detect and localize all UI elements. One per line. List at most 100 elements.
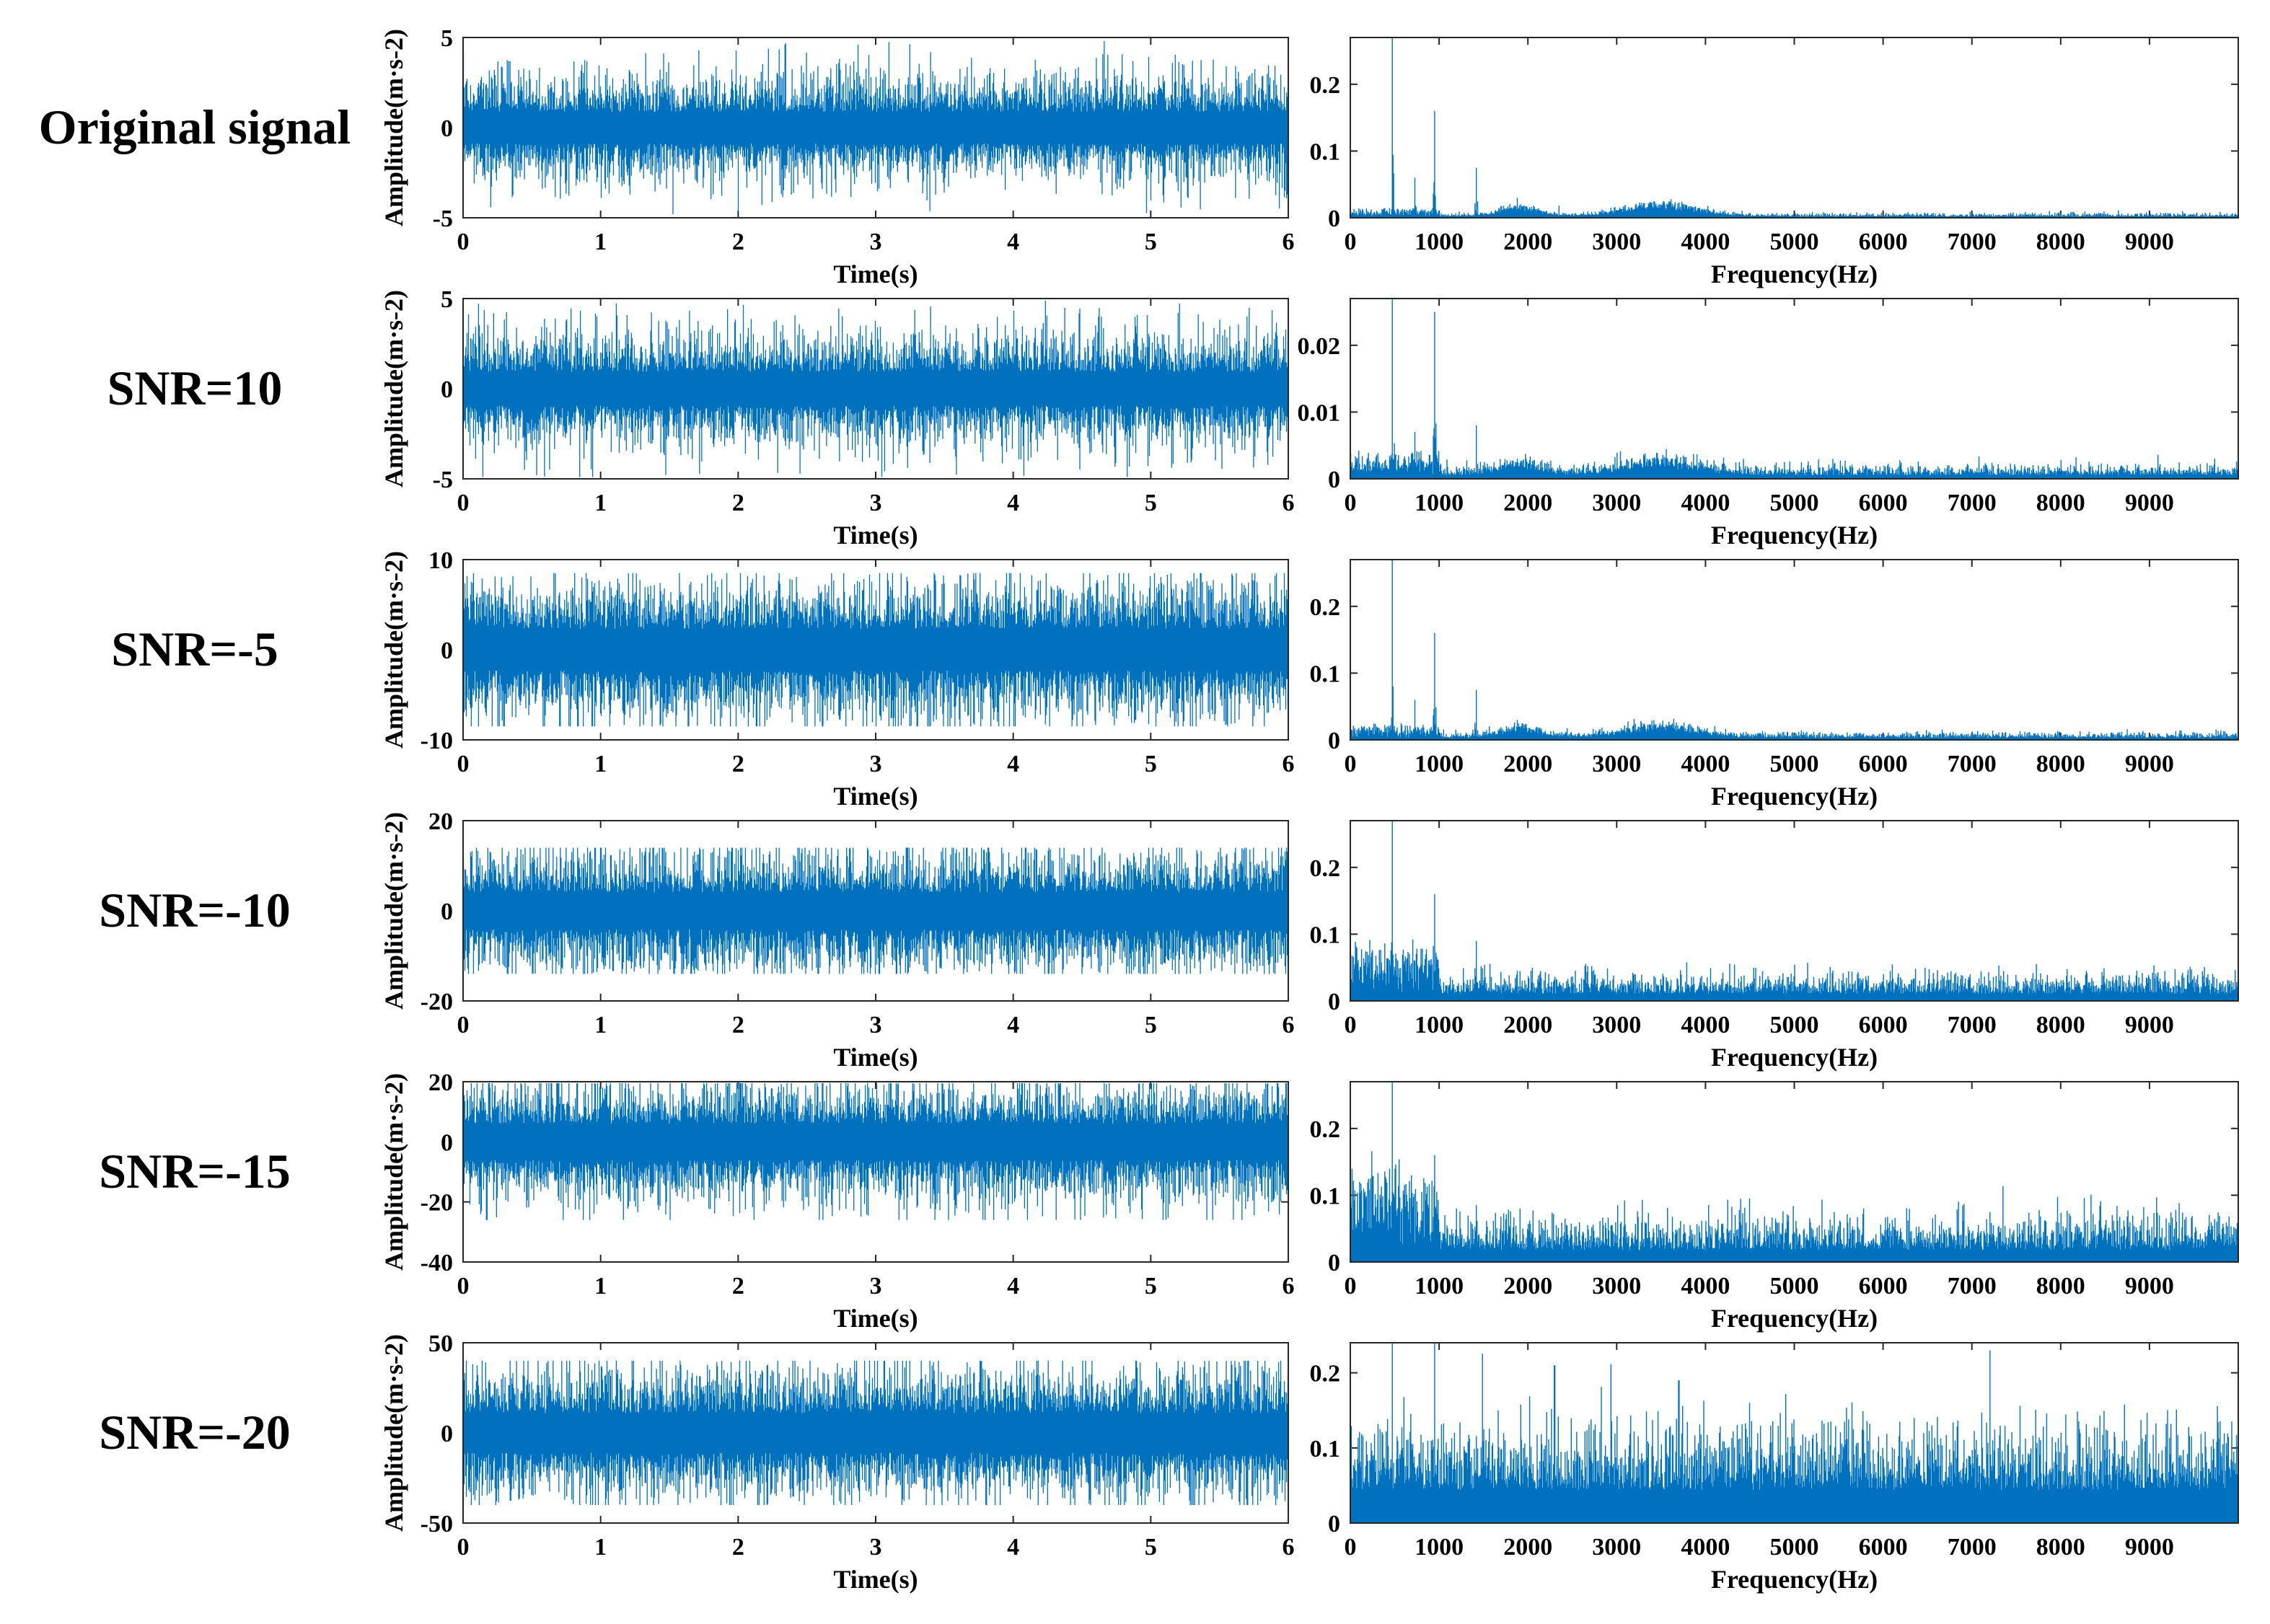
- x-tick-label: 6: [1283, 490, 1295, 516]
- row-label: SNR=-10: [99, 883, 290, 937]
- x-tick-label: 3: [870, 229, 882, 255]
- x-tick-label: 7000: [1948, 751, 1997, 777]
- x-axis-label: Frequency(Hz): [1711, 1565, 1878, 1594]
- x-tick-label: 0: [457, 1012, 470, 1038]
- x-tick-label: 3000: [1592, 1534, 1641, 1561]
- plot-frame: [462, 1342, 1289, 1524]
- x-tick-label: 5000: [1770, 1534, 1819, 1561]
- x-tick-label: 5000: [1770, 229, 1819, 255]
- row-4: SNR=-15 0 1 2 3 4 5 6 -40 -20 0 20 Time(s) Amplitude(…: [99, 1069, 2239, 1333]
- x-tick-label: 5: [1145, 751, 1157, 777]
- x-tick-label: 4: [1007, 490, 1019, 516]
- row-label: SNR=-15: [99, 1144, 290, 1199]
- x-tick-label: 1000: [1415, 229, 1464, 255]
- row-label: SNR=-5: [111, 622, 278, 676]
- x-tick-label: 1000: [1415, 490, 1464, 516]
- x-tick-label: 6: [1283, 751, 1295, 777]
- time-signal-trace: [462, 847, 1289, 974]
- x-tick-label: 4000: [1681, 751, 1730, 777]
- x-tick-label: 3000: [1592, 1012, 1641, 1038]
- y-tick-label: -5: [433, 467, 453, 493]
- x-tick-label: 6: [1283, 229, 1295, 255]
- y-tick-label: 0.2: [1310, 1116, 1341, 1143]
- x-tick-label: 1000: [1415, 751, 1464, 777]
- x-axis-label: Time(s): [833, 521, 918, 550]
- plot-frame: [462, 298, 1289, 480]
- x-tick-label: 0: [457, 490, 470, 516]
- y-tick-label: -20: [421, 989, 453, 1015]
- x-tick-label: 0: [457, 1273, 470, 1299]
- x-tick-label: 2000: [1503, 1012, 1552, 1038]
- x-tick-label: 2: [732, 229, 744, 255]
- x-tick-label: 8000: [2036, 490, 2085, 516]
- x-tick-label: 0: [1345, 229, 1357, 255]
- x-tick-label: 4: [1007, 229, 1019, 255]
- x-tick-label: 1000: [1415, 1012, 1464, 1038]
- x-tick-label: 4000: [1681, 229, 1730, 255]
- plot-frame: [1350, 37, 2239, 219]
- x-tick-label: 4: [1007, 1273, 1019, 1299]
- x-tick-label: 5: [1145, 229, 1157, 255]
- plot-frame: [1350, 298, 2239, 480]
- x-axis-label: Frequency(Hz): [1711, 521, 1878, 550]
- frequency-spectrum-plot: 0 1000 2000 3000 4000 5000 6000 7000 8000 9000 0 0.…: [1310, 1081, 2239, 1333]
- y-tick-label: 0: [1328, 728, 1340, 754]
- x-tick-label: 0: [1345, 751, 1357, 777]
- y-tick-label: 0.1: [1310, 1183, 1341, 1209]
- y-tick-label: 0: [441, 115, 453, 142]
- x-tick-label: 0: [457, 751, 470, 777]
- x-tick-label: 7000: [1948, 229, 1997, 255]
- x-tick-label: 2: [732, 751, 744, 777]
- y-axis-label: Amplitude(m·s-2): [379, 551, 408, 749]
- x-tick-label: 1000: [1415, 1534, 1464, 1561]
- plot-frame: [462, 820, 1289, 1002]
- plot-frame: [462, 37, 1289, 219]
- x-axis-label: Time(s): [833, 1565, 918, 1594]
- x-tick-label: 6: [1283, 1012, 1295, 1038]
- frequency-spectrum-plot: 0 1000 2000 3000 4000 5000 6000 7000 8000 9000 0 0.…: [1310, 820, 2239, 1072]
- y-tick-label: 0: [1328, 467, 1340, 493]
- x-tick-label: 1: [594, 1534, 607, 1561]
- row-1: SNR=100 1 2 3 4 5 6-505Time(s)Amplitude(m·s-2)…: [107, 286, 2239, 550]
- y-tick-label: 50: [428, 1330, 453, 1357]
- frequency-spectrum-plot: 0 1000 2000 3000 4000 5000 6000 7000 8000 9000 0 0.…: [1310, 559, 2239, 811]
- x-tick-label: 4: [1007, 1012, 1019, 1038]
- plot-frame: [1350, 1342, 2239, 1524]
- plot-frame: [1350, 820, 2239, 1002]
- x-tick-label: 1: [594, 490, 607, 516]
- y-tick-label: -5: [433, 206, 453, 232]
- x-tick-label: 1: [594, 1012, 607, 1038]
- y-tick-label: 20: [428, 808, 453, 835]
- x-tick-label: 1: [594, 1273, 607, 1299]
- y-tick-label: 0: [1328, 989, 1340, 1015]
- y-tick-label: 5: [441, 286, 453, 313]
- x-tick-label: 3: [870, 490, 882, 516]
- x-tick-label: 8000: [2036, 1534, 2085, 1561]
- frequency-spectrum-plot: 0 1000 2000 3000 4000 5000 6000 7000 8000 9000 0 0.…: [1310, 1342, 2239, 1594]
- x-tick-label: 2000: [1503, 751, 1552, 777]
- x-tick-label: 5: [1145, 1012, 1157, 1038]
- y-tick-label: 20: [428, 1069, 453, 1096]
- y-tick-label: -50: [421, 1511, 453, 1537]
- y-tick-label: 0.2: [1310, 1361, 1341, 1387]
- x-tick-label: 4000: [1681, 1012, 1730, 1038]
- x-tick-label: 0: [457, 1534, 470, 1561]
- y-tick-label: 0.2: [1310, 594, 1341, 621]
- x-tick-label: 3: [870, 1534, 882, 1561]
- x-tick-label: 6000: [1859, 1273, 1908, 1299]
- plot-frame: [462, 559, 1289, 741]
- y-tick-label: 0: [1328, 1250, 1340, 1276]
- x-tick-label: 9000: [2125, 1534, 2174, 1561]
- y-tick-label: 10: [428, 547, 453, 574]
- y-axis-label: Amplitude(m·s-2): [379, 1334, 408, 1532]
- frequency-spectrum-plot: 0 1000 2000 3000 4000 5000 6000 7000 8000 9000 0 0.…: [1310, 37, 2239, 288]
- y-tick-label: 0.01: [1298, 400, 1341, 426]
- x-tick-label: 3000: [1592, 229, 1641, 255]
- plot-frame: [1350, 1081, 2239, 1263]
- y-tick-label: 0.02: [1298, 333, 1341, 360]
- y-axis-label: Amplitude(m·s-2): [379, 812, 408, 1010]
- plot-background: [1350, 560, 2238, 740]
